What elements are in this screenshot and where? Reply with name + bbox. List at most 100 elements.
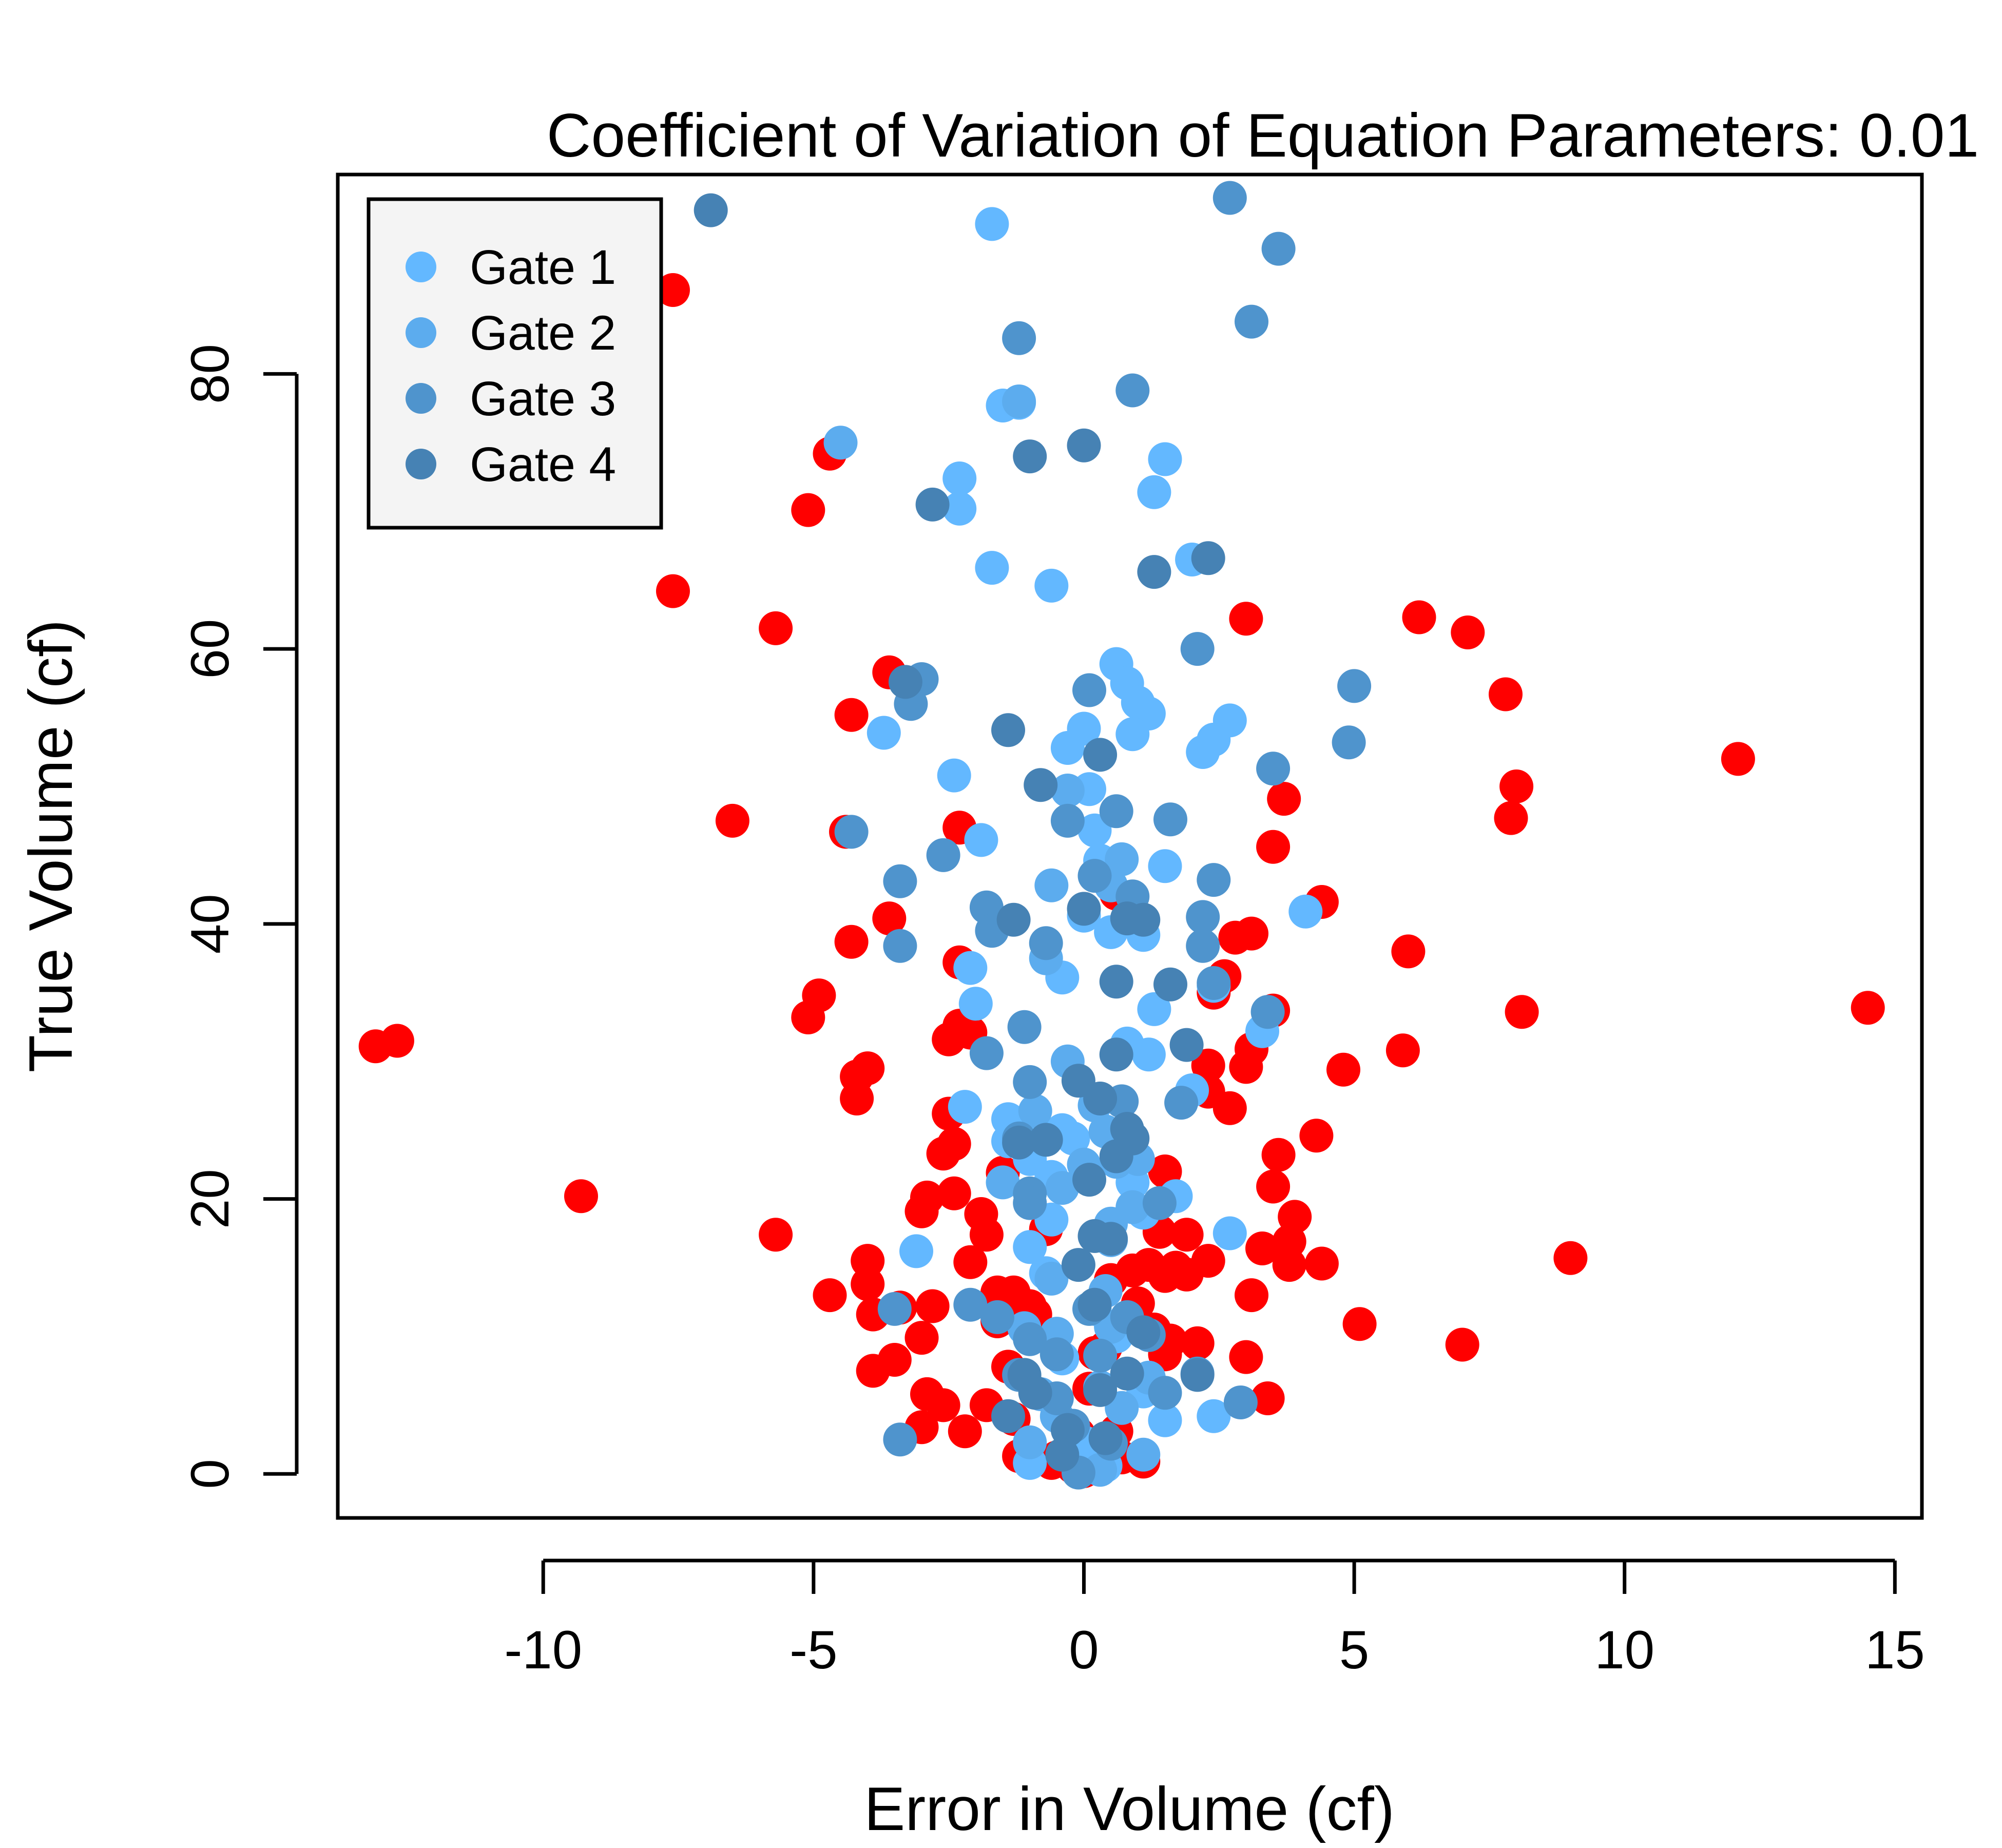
- data-point-series-2: [948, 1090, 982, 1124]
- x-tick-label: 10: [1594, 1620, 1654, 1680]
- data-point-series-4: [883, 1422, 917, 1457]
- data-point-series-2: [953, 951, 988, 985]
- legend-marker: [406, 317, 436, 348]
- data-point-series-1: [564, 1179, 598, 1214]
- data-point-series-4: [1013, 1186, 1047, 1220]
- data-point-series-4: [883, 864, 917, 898]
- data-point-series-1: [791, 493, 825, 527]
- data-point-series-1: [877, 1343, 912, 1377]
- data-point-series-1: [1256, 830, 1291, 864]
- y-tick-label: 80: [180, 344, 240, 404]
- data-point-series-4: [980, 1300, 1014, 1334]
- data-point-series-1: [656, 273, 690, 307]
- data-point-series-2: [1077, 813, 1112, 848]
- data-point-series-1: [969, 1218, 1004, 1252]
- data-point-series-1: [656, 574, 690, 608]
- data-point-series-1: [1180, 1326, 1215, 1360]
- legend-marker: [406, 252, 436, 282]
- data-point-series-1: [1235, 1278, 1268, 1313]
- data-point-series-4: [1029, 926, 1063, 960]
- data-point-series-5: [1067, 428, 1101, 463]
- data-point-series-1: [1494, 801, 1528, 835]
- data-point-series-5: [991, 713, 1025, 747]
- chart-title: Coefficient of Variation of Equation Par…: [547, 101, 1979, 170]
- data-point-series-3: [1050, 774, 1085, 807]
- data-point-series-4: [877, 1292, 912, 1326]
- x-axis: -10 -5 0 5 10 15: [504, 1558, 1925, 1680]
- data-point-series-1: [1721, 742, 1755, 776]
- data-point-series-5: [1029, 1123, 1063, 1157]
- data-points: [358, 181, 1885, 1490]
- legend-marker: [406, 383, 436, 414]
- data-point-series-4: [883, 929, 917, 963]
- data-point-series-4: [1013, 1065, 1047, 1099]
- data-point-series-1: [1499, 769, 1534, 803]
- data-point-series-3: [1002, 384, 1036, 418]
- data-point-series-4: [1099, 794, 1133, 829]
- data-point-series-1: [1245, 1231, 1279, 1265]
- data-point-series-4: [1186, 900, 1220, 934]
- data-point-series-4: [1164, 1086, 1199, 1120]
- data-point-series-2: [867, 716, 901, 750]
- data-point-series-4: [1002, 321, 1036, 355]
- data-point-series-1: [1250, 1381, 1285, 1415]
- data-point-series-4: [1142, 1186, 1177, 1220]
- data-point-series-5: [1169, 1028, 1204, 1062]
- data-point-series-1: [802, 978, 836, 1013]
- data-point-series-1: [1299, 1119, 1334, 1153]
- data-point-series-4: [1072, 673, 1106, 707]
- x-tick-label: -10: [504, 1620, 582, 1680]
- data-point-series-1: [1342, 1307, 1377, 1341]
- data-point-series-2: [1212, 703, 1247, 738]
- data-point-series-3: [1018, 1094, 1052, 1128]
- data-point-series-2: [958, 987, 993, 1021]
- data-point-series-1: [759, 611, 793, 645]
- data-point-series-1: [1272, 1248, 1306, 1282]
- data-point-series-1: [1256, 1169, 1291, 1204]
- data-point-series-5: [1094, 1222, 1128, 1256]
- data-point-series-1: [948, 1414, 982, 1449]
- data-point-series-5: [1099, 965, 1133, 999]
- data-point-series-5: [1126, 1315, 1161, 1350]
- data-point-series-1: [1505, 995, 1539, 1029]
- data-point-series-5: [1088, 1421, 1123, 1455]
- data-point-series-1: [1326, 1052, 1360, 1087]
- data-point-series-5: [1180, 1358, 1215, 1392]
- data-point-series-4: [1040, 1337, 1074, 1372]
- data-point-series-5: [1024, 768, 1058, 802]
- data-point-series-4: [1007, 1010, 1042, 1044]
- data-point-series-3: [1034, 1261, 1069, 1296]
- data-point-series-2: [1056, 1121, 1090, 1156]
- data-point-series-2: [942, 461, 977, 495]
- data-point-series-1: [851, 1267, 885, 1301]
- legend: Gate 1 Gate 2 Gate 3 Gate 4: [367, 197, 663, 530]
- data-point-series-1: [1553, 1241, 1588, 1275]
- data-point-series-1: [937, 1127, 971, 1161]
- data-point-series-4: [926, 838, 960, 872]
- data-point-series-5: [1067, 892, 1101, 926]
- y-tick-label: 20: [180, 1169, 240, 1229]
- data-point-series-2: [975, 207, 1009, 241]
- data-point-series-1: [1278, 1200, 1312, 1234]
- data-point-series-1: [1212, 1091, 1247, 1125]
- y-tick-label: 60: [180, 619, 240, 679]
- data-point-series-2: [975, 551, 1009, 585]
- data-point-series-5: [1191, 541, 1225, 575]
- data-point-series-5: [1083, 738, 1118, 772]
- data-point-series-4: [969, 1036, 1004, 1070]
- data-point-series-3: [1105, 842, 1139, 876]
- data-point-series-5: [1002, 1125, 1036, 1160]
- data-point-series-1: [1191, 1244, 1225, 1278]
- data-point-series-2: [1197, 1399, 1231, 1433]
- legend-label: Gate 3: [470, 372, 616, 426]
- data-point-series-3: [1045, 1171, 1080, 1205]
- data-point-series-5: [1110, 1356, 1144, 1391]
- data-point-series-2: [1288, 894, 1323, 929]
- data-point-series-4: [1332, 725, 1366, 760]
- data-point-series-2: [1137, 992, 1171, 1026]
- data-point-series-2: [1148, 442, 1182, 476]
- data-point-series-4: [1153, 802, 1187, 837]
- data-point-series-5: [1077, 1287, 1112, 1322]
- data-point-series-2: [1115, 717, 1150, 752]
- data-point-series-5: [1099, 1037, 1133, 1072]
